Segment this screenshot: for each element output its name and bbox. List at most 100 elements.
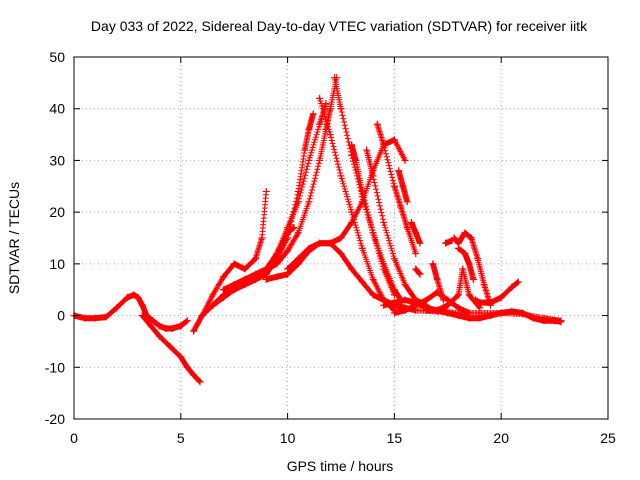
data-point (508, 283, 516, 291)
y-tick-label: 20 (49, 204, 65, 220)
plot-frame (73, 56, 609, 420)
data-point (337, 250, 345, 258)
data-point (461, 250, 469, 258)
data-point (497, 293, 505, 301)
data-point (348, 265, 356, 273)
data-point (252, 255, 260, 263)
data-point (459, 265, 467, 273)
x-tick-label: 25 (600, 430, 616, 446)
data-point (183, 317, 191, 325)
data-point (273, 273, 281, 281)
data-point (399, 182, 407, 190)
data-point (294, 229, 302, 237)
data-point (316, 120, 324, 128)
data-point (177, 322, 185, 330)
y-tick-label: 0 (57, 308, 65, 324)
data-point (454, 291, 462, 299)
data-point (472, 296, 480, 304)
data-point (284, 265, 292, 273)
data-point (390, 286, 398, 294)
data-point (190, 371, 198, 379)
data-point (469, 275, 477, 283)
data-point (337, 234, 345, 242)
data-point (326, 131, 334, 139)
data-point (363, 146, 371, 154)
data-point (444, 309, 452, 317)
data-point (273, 255, 281, 263)
data-point (412, 265, 420, 273)
data-point (433, 275, 441, 283)
data-point (190, 327, 198, 335)
x-axis-label: GPS time / hours (287, 458, 394, 474)
data-point (369, 291, 377, 299)
data-point (476, 299, 484, 307)
data-point (369, 172, 377, 180)
marker-trail (316, 95, 397, 313)
data-point (331, 74, 339, 82)
series-arc-7 (241, 110, 317, 289)
series-arc-3 (190, 187, 270, 335)
data-point (497, 309, 505, 317)
y-tick-label: 10 (49, 256, 65, 272)
data-point (551, 317, 559, 325)
series-arc-10 (316, 94, 398, 314)
data-point (390, 136, 398, 144)
series-arc-25 (472, 278, 522, 307)
y-tick-label: -10 (45, 359, 65, 375)
data-point (358, 244, 366, 252)
data-point (416, 270, 424, 278)
data-point (390, 309, 398, 317)
data-point (540, 317, 548, 325)
y-tick-label: 40 (49, 101, 65, 117)
series-arc-9 (284, 136, 409, 273)
data-point (316, 156, 324, 164)
data-point (305, 156, 313, 164)
data-point (220, 273, 228, 281)
data-point (91, 314, 99, 322)
data-point (397, 203, 405, 211)
data-point (461, 229, 469, 237)
data-point (134, 293, 142, 301)
series-arc-18 (429, 260, 448, 304)
series-arc-24 (442, 237, 456, 247)
data-point (412, 229, 420, 237)
data-point (209, 301, 217, 309)
x-tick-label: 10 (280, 430, 296, 446)
data-point (448, 237, 456, 245)
x-tick-label: 15 (387, 430, 403, 446)
data-point (429, 260, 437, 268)
data-point (444, 301, 452, 309)
data-point (284, 234, 292, 242)
data-point (326, 239, 334, 247)
data-point (309, 110, 317, 118)
data-point (123, 293, 131, 301)
data-point (196, 378, 204, 386)
data-point (390, 255, 398, 263)
data-point (401, 281, 409, 289)
data-point (294, 187, 302, 195)
data-point (326, 105, 334, 113)
data-point (149, 317, 157, 325)
data-point (348, 208, 356, 216)
y-tick-label: -20 (45, 411, 65, 427)
axis-ticks: 0 5 10 15 20 25 -20 -10 0 10 20 30 40 50 (45, 49, 616, 446)
series-arc-16 (407, 218, 424, 247)
data-point (337, 172, 345, 180)
data-points (70, 74, 565, 386)
data-point (433, 288, 441, 296)
data-point (352, 156, 360, 164)
series-arc-22 (450, 229, 495, 309)
data-point (81, 314, 89, 322)
data-point (220, 286, 228, 294)
chart-title: Day 033 of 2022, Sidereal Day-to-day VTE… (91, 18, 588, 34)
series-arc-14 (373, 120, 420, 258)
data-point (403, 224, 411, 232)
x-tick-label: 0 (70, 430, 78, 446)
data-point (241, 281, 249, 289)
data-point (162, 325, 170, 332)
data-point (403, 198, 411, 206)
data-point (138, 301, 146, 309)
y-axis-label: SDTVAR / TECUs (6, 182, 22, 294)
data-point (358, 187, 366, 195)
data-point (230, 260, 238, 268)
